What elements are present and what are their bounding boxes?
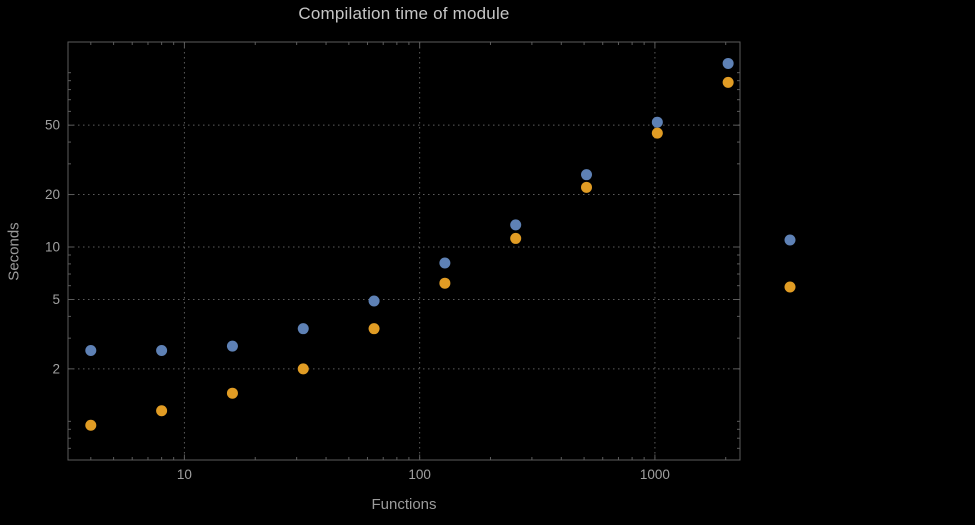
data-point-series-1-blue <box>722 57 734 69</box>
data-point-series-2-orange <box>651 127 663 139</box>
y-tick-label-5: 5 <box>52 292 60 307</box>
chart-title: Compilation time of module <box>298 4 510 23</box>
data-point-series-2-orange <box>368 323 380 335</box>
legend-marker-series-2-orange <box>784 281 796 293</box>
x-tick-label-100: 100 <box>408 467 431 482</box>
data-point-series-2-orange <box>510 232 522 244</box>
data-point-series-2-orange <box>581 181 593 193</box>
data-point-series-1-blue <box>226 340 238 352</box>
data-point-series-1-blue <box>651 116 663 128</box>
data-point-series-2-orange <box>297 363 309 375</box>
data-point-series-2-orange <box>156 405 168 417</box>
data-point-series-2-orange <box>85 419 97 431</box>
y-tick-label-50: 50 <box>45 118 60 133</box>
plot-frame <box>67 41 741 461</box>
x-tick-label-1000: 1000 <box>640 467 670 482</box>
y-tick-label-20: 20 <box>45 187 60 202</box>
data-point-series-1-blue <box>581 169 593 181</box>
data-point-series-2-orange <box>439 277 451 289</box>
x-axis-label: Functions <box>371 496 437 513</box>
data-point-series-1-blue <box>85 344 97 356</box>
data-point-series-1-blue <box>510 219 522 231</box>
data-point-series-1-blue <box>368 295 380 307</box>
x-tick-label-10: 10 <box>177 467 192 482</box>
data-point-series-2-orange <box>722 76 734 88</box>
legend-marker-series-1-blue <box>784 234 796 246</box>
y-tick-label-10: 10 <box>45 240 60 255</box>
data-point-series-1-blue <box>156 344 168 356</box>
data-point-series-1-blue <box>297 323 309 335</box>
data-point-series-1-blue <box>439 257 451 269</box>
data-point-series-2-orange <box>226 387 238 399</box>
y-tick-label-2: 2 <box>52 361 60 376</box>
